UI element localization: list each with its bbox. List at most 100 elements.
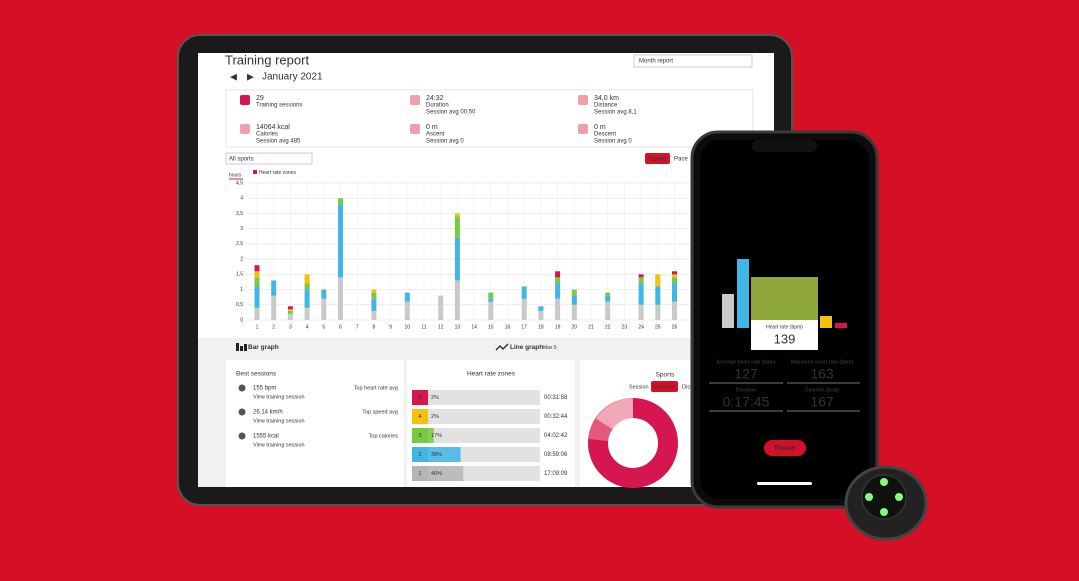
zone-percent: 38% xyxy=(431,452,442,458)
phone-zone-bar xyxy=(737,259,749,328)
bar-segment xyxy=(488,301,494,320)
zone-time: 04:02:42 xyxy=(544,433,568,439)
bar-segment xyxy=(304,307,310,320)
bar-segment xyxy=(555,298,561,320)
zone-time: 08:59:06 xyxy=(544,452,568,458)
speed-button[interactable] xyxy=(645,153,670,164)
phone-content: Heart rate (bpm)139 Average heart rate (b… xyxy=(717,324,854,452)
best-link: View training session xyxy=(253,394,305,400)
summary-label: Duration xyxy=(426,103,449,109)
sports-title: Sports xyxy=(656,372,676,379)
zone-percent: 2% xyxy=(431,414,439,420)
y-tick-label: 1,5 xyxy=(236,272,243,278)
donut-segment xyxy=(595,398,634,430)
bar-segment xyxy=(304,289,310,308)
zone-number: 3 xyxy=(418,433,421,439)
zone-chip xyxy=(412,409,428,424)
bar-segment xyxy=(321,298,327,320)
bar-segment xyxy=(371,298,377,311)
bar-segment xyxy=(638,274,644,278)
bar-segment xyxy=(287,306,293,310)
summary-sub: Session avg 00:50 xyxy=(426,110,476,116)
y-axis-label: hours xyxy=(229,172,242,178)
summary-sub: Session avg 0 xyxy=(594,139,632,145)
summary-label: Ascent xyxy=(426,132,445,138)
sports-tab: Duration xyxy=(654,384,675,390)
zone-track xyxy=(412,428,540,443)
sports-tab-active[interactable] xyxy=(651,381,678,392)
bar-segment xyxy=(605,292,611,296)
best-label: Top calories xyxy=(369,433,399,439)
summary-value: 24:32 xyxy=(426,95,444,102)
bar-segment xyxy=(488,298,494,302)
phone-zone-bar xyxy=(722,294,734,328)
bar-segment xyxy=(638,277,644,284)
bar-segment xyxy=(488,292,494,299)
bar-segment xyxy=(605,301,611,320)
phone-stat-value: 0:17:45 xyxy=(723,394,770,410)
x-tick-label: 11 xyxy=(421,324,426,330)
best-card xyxy=(226,360,404,487)
x-tick-label: 25 xyxy=(655,324,661,330)
y-tick-label: 2 xyxy=(240,256,243,262)
sensor-light xyxy=(865,493,873,501)
graph-note: Max 5 xyxy=(543,345,557,351)
summary-value: 0 m xyxy=(426,124,438,131)
x-tick-label: 7 xyxy=(356,324,359,330)
donut-segment xyxy=(588,418,613,442)
y-tick-label: 3,5 xyxy=(236,211,243,217)
next-arrow[interactable]: ▶ xyxy=(247,71,254,81)
x-tick-label: 24 xyxy=(638,324,644,330)
bar-segment xyxy=(254,277,260,287)
bar-segment xyxy=(571,304,577,320)
bar-segment xyxy=(371,292,377,299)
sensor-light xyxy=(880,478,888,486)
bar-segment xyxy=(338,204,343,278)
bar-segment xyxy=(521,286,527,299)
x-tick-label: 22 xyxy=(605,324,611,330)
bar-segment xyxy=(371,310,377,320)
sport-filter[interactable] xyxy=(225,152,313,165)
bar-segment xyxy=(555,283,561,299)
zone-time: 00:31:58 xyxy=(544,395,568,401)
home-indicator xyxy=(757,482,812,485)
x-tick-label: 2 xyxy=(272,324,275,330)
bar-segment xyxy=(287,310,293,314)
summary-icon xyxy=(410,124,420,134)
bar-segment xyxy=(571,295,577,305)
bar-segment xyxy=(538,306,544,311)
pause-button[interactable] xyxy=(764,440,806,456)
bar-segment xyxy=(254,271,260,278)
phone-hr-box xyxy=(751,320,818,350)
x-tick-label: 1 xyxy=(256,324,259,330)
zone-track xyxy=(412,390,540,405)
month: January 2021 xyxy=(262,72,323,83)
zone-percent: 40% xyxy=(431,471,442,477)
bar-segment xyxy=(454,237,460,281)
bar-segment xyxy=(672,283,677,302)
best-value: 1555 kcal xyxy=(253,434,279,440)
best-value: 155 bpm xyxy=(253,386,276,392)
x-tick-label: 3 xyxy=(289,324,292,330)
prev-arrow[interactable]: ◀ xyxy=(230,71,237,81)
bar-segment xyxy=(304,283,310,290)
phone-zone-bar xyxy=(820,316,832,328)
summary-sub: Session avg 485 xyxy=(256,139,301,145)
y-tick-label: 3 xyxy=(240,226,243,232)
zone-chip xyxy=(412,428,428,443)
y-tick-label: 4 xyxy=(240,196,243,202)
bar-segment xyxy=(454,280,460,320)
bar-segment xyxy=(271,295,277,320)
bar-segment xyxy=(555,271,561,278)
x-tick-label: 21 xyxy=(588,324,594,330)
bar-segment xyxy=(672,274,677,278)
x-tick-label: 4 xyxy=(306,324,309,330)
bar-segment xyxy=(605,295,611,302)
legend-text: Heart rate zones xyxy=(259,170,296,176)
y-tick-label: 0,5 xyxy=(236,302,243,308)
zone-track xyxy=(412,409,540,424)
toggle: Speed xyxy=(649,157,666,163)
x-tick-label: 13 xyxy=(455,324,461,330)
report-select[interactable] xyxy=(633,54,753,68)
